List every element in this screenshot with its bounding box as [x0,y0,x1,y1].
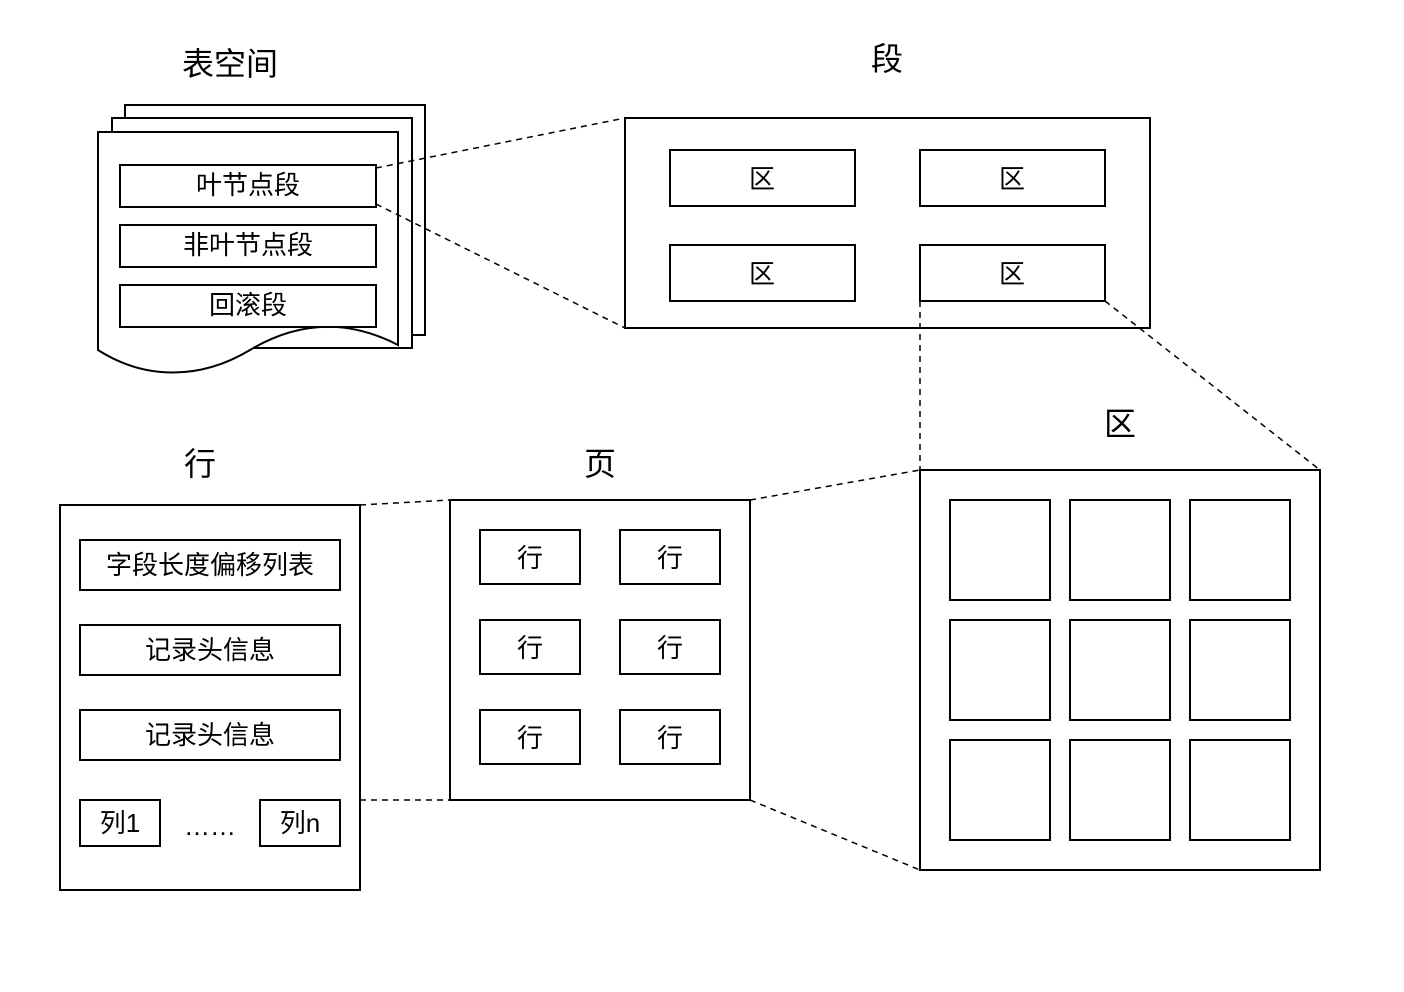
segment-cell-2-label: 区 [749,259,775,289]
extent-cell-1 [1070,500,1170,600]
page-cell-2-label: 行 [517,633,543,663]
page-title: 页 [584,446,616,482]
extent-cell-8 [1190,740,1290,840]
row-item-2-label: 记录头信息 [145,720,275,750]
segment-cell-3-label: 区 [999,259,1025,289]
connector-page-to-extent-top [750,470,920,500]
page-cell-3-label: 行 [657,633,683,663]
tablespace-item-0-label: 叶节点段 [196,170,300,200]
extent-cell-6 [950,740,1050,840]
page-cell-1-label: 行 [657,543,683,573]
row-title: 行 [184,446,216,482]
page-cell-4-label: 行 [517,723,543,753]
segment-cell-0-label: 区 [749,164,775,194]
tablespace-item-1-label: 非叶节点段 [183,230,313,260]
segment-cell-1-label: 区 [999,164,1025,194]
extent-cell-5 [1190,620,1290,720]
page-cell-0-label: 行 [517,543,543,573]
extent-cell-4 [1070,620,1170,720]
segment-title: 段 [871,41,903,77]
tablespace-item-2-label: 回滚段 [209,290,287,320]
row-item-1-label: 记录头信息 [145,635,275,665]
extent-cell-3 [950,620,1050,720]
row-item-0-label: 字段长度偏移列表 [106,550,314,580]
connector-page-to-extent-bottom [750,800,920,870]
extent-title: 区 [1104,406,1136,442]
extent-cell-0 [950,500,1050,600]
tablespace-title: 表空间 [182,46,278,82]
extent-grid [950,500,1290,840]
page-cell-5-label: 行 [657,723,683,753]
row-col-ellipsis: …… [184,811,236,841]
extent-cell-7 [1070,740,1170,840]
connector-row-to-page-top [360,500,450,505]
extent-cell-2 [1190,500,1290,600]
storage-hierarchy-diagram: 表空间 叶节点段 非叶节点段 回滚段 段 区 区 区 区 区 [0,0,1404,992]
tablespace-items: 叶节点段 非叶节点段 回滚段 [120,165,376,327]
row-col-first-label: 列1 [100,808,140,838]
row-col-last-label: 列n [280,808,320,838]
